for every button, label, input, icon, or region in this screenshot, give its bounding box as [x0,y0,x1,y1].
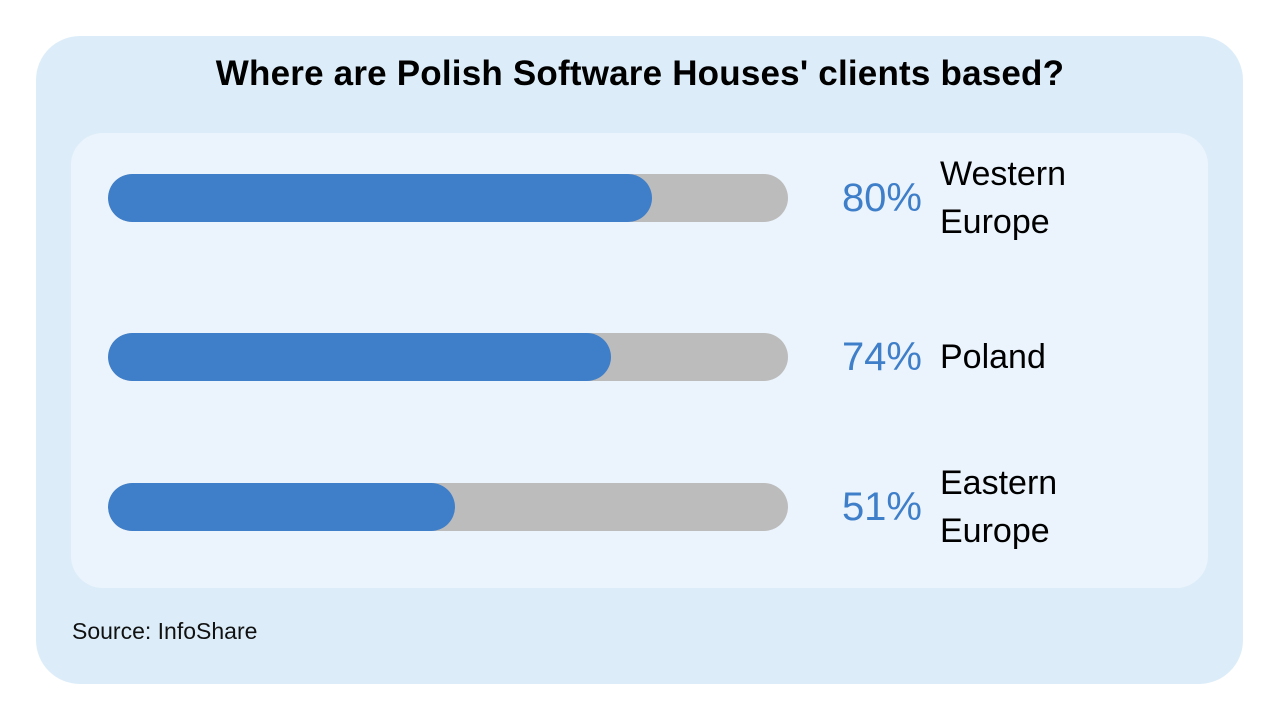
bar-category-label-line: Poland [940,338,1046,376]
bar-category-label-line: Eastern [940,464,1058,502]
bar-value-label: 80% [841,176,922,220]
bar-track [108,483,788,531]
bar-fill [108,174,652,222]
bar-fill [108,483,455,531]
bar-category-label-line: Western [940,155,1066,193]
bar-track [108,174,788,222]
source-note: Source: InfoShare [72,618,258,644]
chart-title: Where are Polish Software Houses' client… [215,54,1065,93]
bar-category-label-line: Europe [940,512,1050,550]
bar-value-label: 74% [841,335,922,379]
bar-track [108,333,788,381]
bar-category-label-line: Europe [940,203,1050,241]
bar-category-label: Eastern Europe [940,459,1160,555]
bar-category-label: Poland [940,333,1160,381]
bar-fill [108,333,611,381]
bar-value-label: 51% [841,485,922,529]
bar-category-label: Western Europe [940,150,1160,246]
